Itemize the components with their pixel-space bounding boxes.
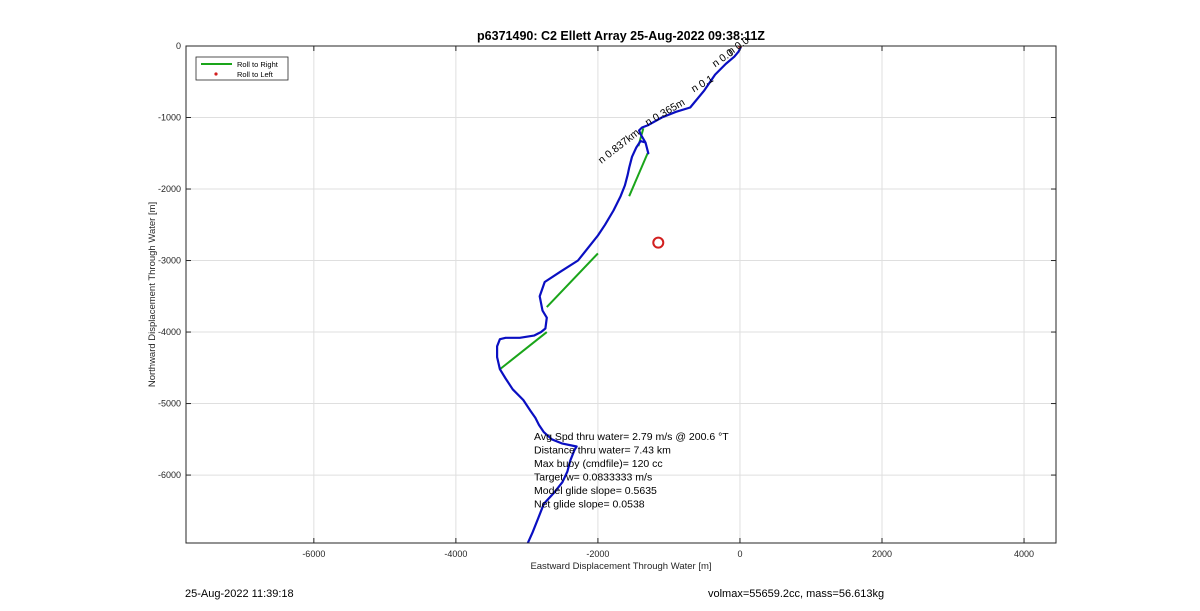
- y-tick-label: -1000: [158, 113, 181, 123]
- series-layer: [496, 46, 742, 543]
- y-tick-label: -5000: [158, 399, 181, 409]
- roll-right-segment: [628, 152, 649, 197]
- y-tick-label: -6000: [158, 470, 181, 480]
- footer-volmax-mass: volmax=55659.2cc, mass=56.613kg: [708, 588, 885, 600]
- clipped-series: [496, 46, 742, 543]
- legend-entry-label: Roll to Left: [237, 70, 274, 79]
- plot-area: [186, 46, 1056, 543]
- stats-line: Distance thru water= 7.43 km: [534, 445, 671, 457]
- stats-line: Max buoy (cmdfile)= 120 cc: [534, 458, 663, 470]
- legend-swatch-marker: [214, 72, 218, 76]
- y-tick-label: 0: [176, 41, 181, 51]
- footer-timestamp: 25-Aug-2022 11:39:18: [185, 588, 294, 600]
- stats-line: Net glide slope= 0.0538: [534, 499, 645, 511]
- y-tick-label: -3000: [158, 256, 181, 266]
- x-tick-label: -4000: [444, 549, 467, 559]
- legend-box: [195, 56, 289, 81]
- x-tick-label: -6000: [302, 549, 325, 559]
- plot-frame: [185, 45, 1057, 544]
- legend-entry-label: Roll to Right: [237, 60, 279, 69]
- glider-track-line: [496, 46, 742, 543]
- chart-title: p6371490: C2 Ellett Array 25-Aug-2022 09…: [477, 29, 765, 43]
- x-tick-label: 2000: [872, 549, 892, 559]
- stats-block: Avg Spd thru water= 2.79 m/s @ 200.6 °T D…: [534, 431, 729, 511]
- stats-line: Target w= 0.0833333 m/s: [534, 472, 652, 484]
- x-tick-label: 0: [737, 549, 742, 559]
- x-tick-label: 4000: [1014, 549, 1034, 559]
- x-tick-label: -2000: [586, 549, 609, 559]
- roll-right-segment: [499, 331, 548, 371]
- y-tick-label: -2000: [158, 184, 181, 194]
- target-marker: [652, 236, 665, 249]
- roll-right-segment: [546, 252, 599, 308]
- y-tick-label: -4000: [158, 327, 181, 337]
- x-axis-label: Eastward Displacement Through Water [m]: [530, 561, 711, 572]
- stats-line: Avg Spd thru water= 2.79 m/s @ 200.6 °T: [534, 431, 729, 443]
- y-axis-label: Northward Displacement Through Water [m]: [147, 202, 158, 387]
- stats-line: Model glide slope= 0.5635: [534, 485, 657, 497]
- tick-layer: -6000 -4000 -2000 0 2000 4000 0 -1000 -2000 -3000…: [158, 41, 1056, 559]
